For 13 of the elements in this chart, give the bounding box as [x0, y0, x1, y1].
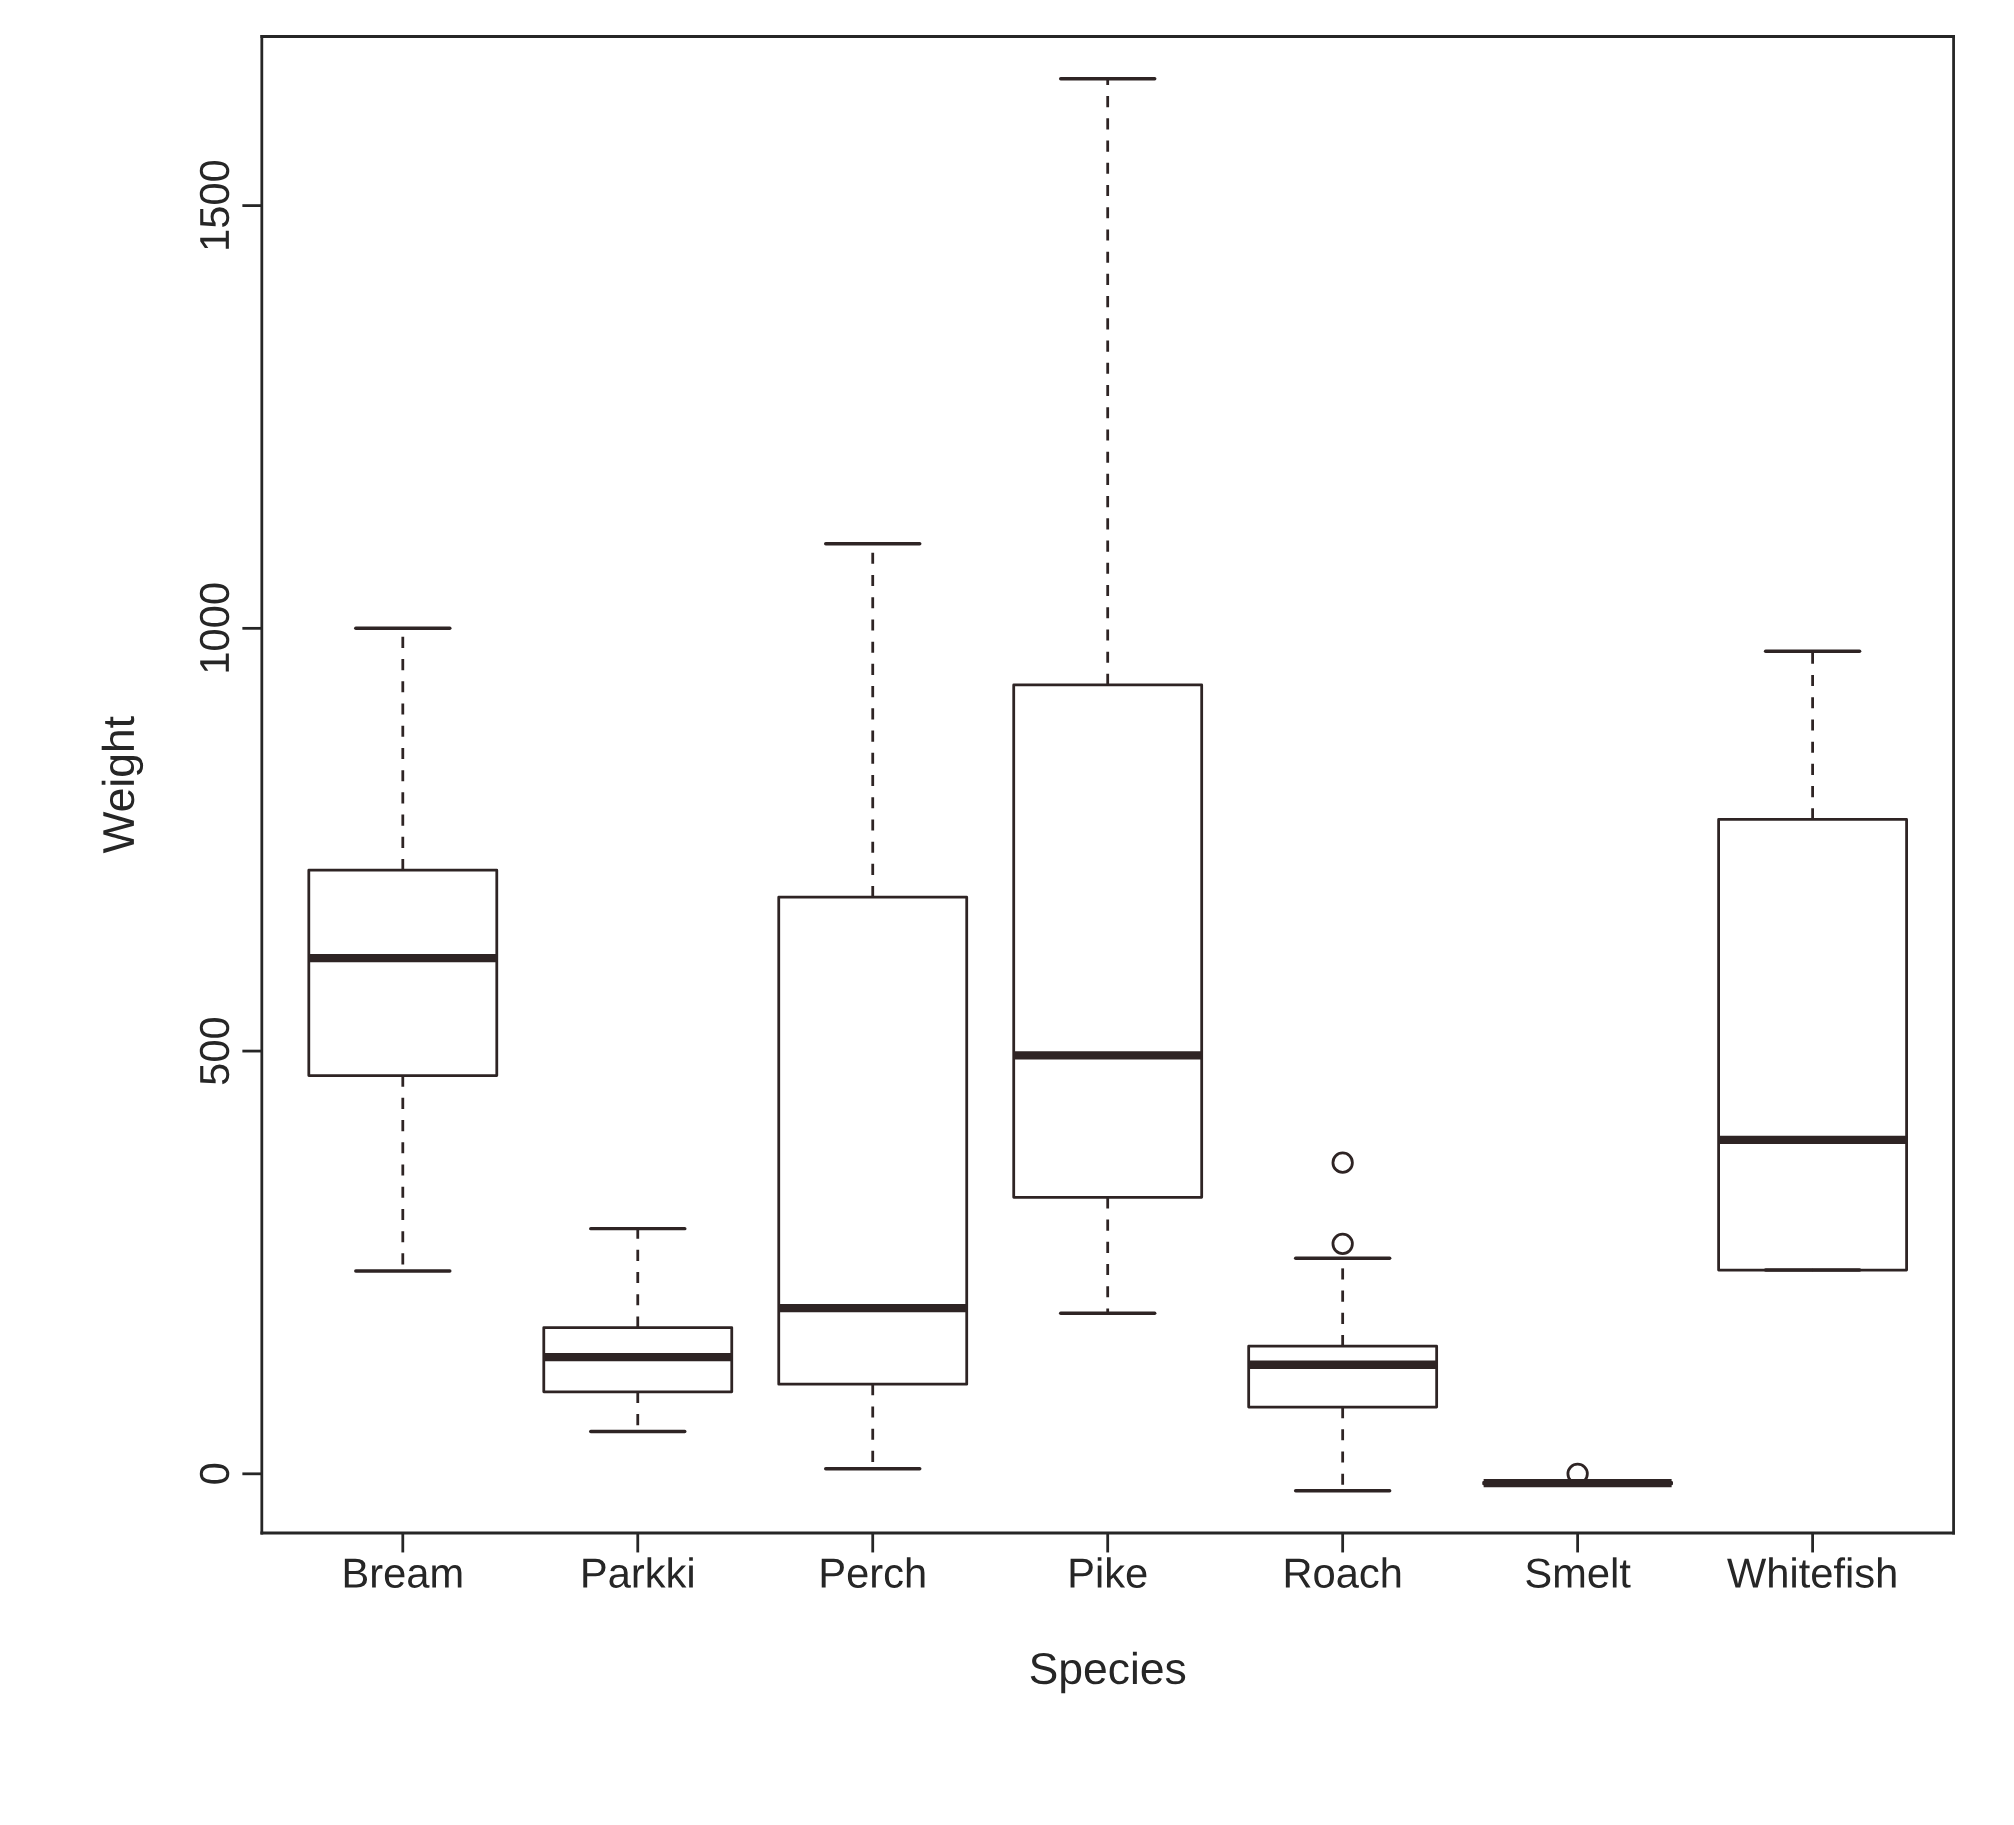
- y-tick-label: 1000: [199, 583, 230, 672]
- y-tick-label: 500: [199, 1017, 230, 1085]
- y-tick-label: 1500: [199, 160, 230, 249]
- x-tick-label: Roach: [1285, 1557, 1401, 1588]
- x-tick-label: Pike: [1070, 1557, 1147, 1588]
- x-tick-label: Whitefish: [1727, 1557, 1896, 1588]
- x-tick-label: Parkki: [583, 1557, 693, 1588]
- x-tick-label: Perch: [821, 1557, 925, 1588]
- y-tick-label: 0: [199, 1463, 230, 1484]
- y-axis-title: Weight: [101, 716, 144, 854]
- x-tick-label: Smelt: [1526, 1557, 1631, 1588]
- x-tick-label: Bream: [344, 1558, 462, 1588]
- x-axis-title: Species: [1030, 1651, 1186, 1694]
